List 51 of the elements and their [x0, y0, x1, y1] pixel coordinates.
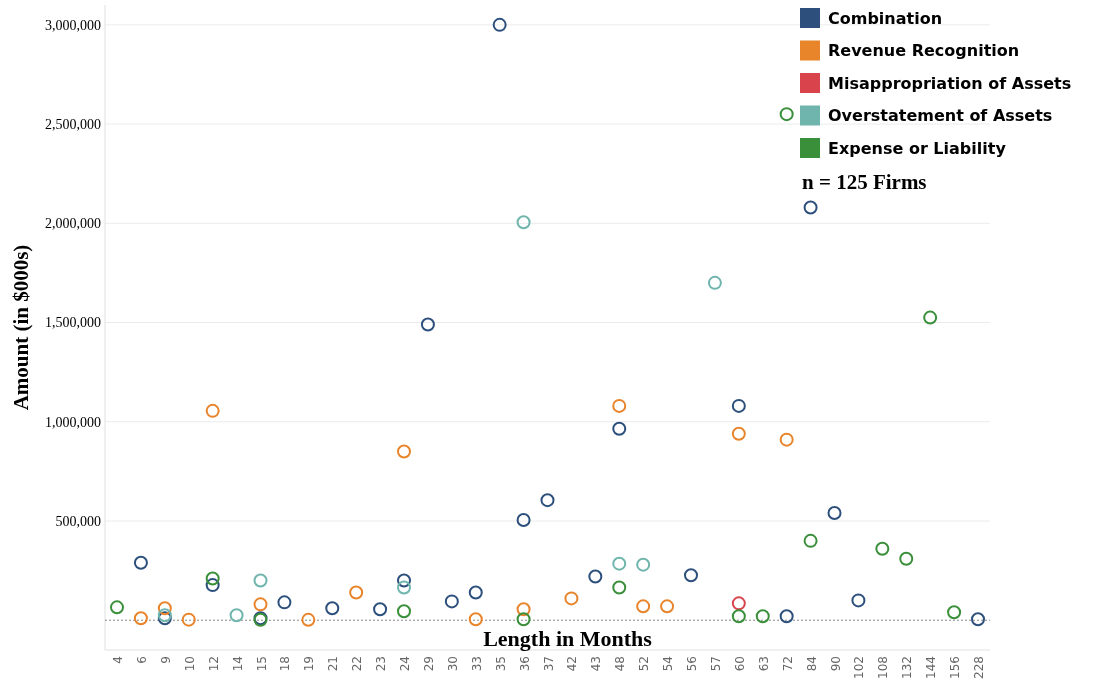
x-tick-label: 144 [924, 656, 939, 679]
x-tick-label: 15 [254, 656, 269, 672]
y-tick-label: 1,000,000 [45, 414, 101, 430]
x-tick-label: 52 [637, 656, 652, 672]
y-tick-label: 3,000,000 [45, 17, 101, 33]
x-tick-label: 228 [972, 656, 986, 679]
x-tick-label: 30 [445, 656, 460, 672]
x-tick-label: 4 [111, 656, 125, 664]
x-tick-label: 24 [398, 656, 412, 672]
x-tick-label: 108 [876, 656, 891, 679]
legend-label: Combination [828, 8, 943, 28]
legend-label: Expense or Liability [828, 138, 1007, 158]
x-tick-label: 22 [350, 656, 365, 672]
x-tick-label: 63 [756, 656, 771, 672]
annotation: n = 125 Firms [802, 169, 927, 194]
x-tick-label: 23 [374, 656, 389, 672]
x-tick-label: 57 [708, 656, 723, 672]
x-tick-label: 56 [685, 656, 699, 672]
y-tick-label: 2,000,000 [45, 216, 101, 232]
x-tick-label: 36 [517, 656, 532, 672]
x-axis-title: Length in Months [483, 626, 653, 651]
x-tick-label: 156 [948, 656, 963, 679]
x-tick-label: 90 [828, 656, 843, 672]
legend-label: Revenue Recognition [828, 41, 1020, 61]
y-tick-label: 1,500,000 [45, 315, 101, 331]
x-tick-label: 132 [900, 656, 915, 679]
x-tick-label: 19 [302, 656, 317, 672]
x-tick-label: 21 [326, 656, 341, 672]
x-tick-label: 43 [589, 656, 604, 672]
x-tick-label: 6 [134, 656, 149, 664]
x-tick-label: 54 [661, 656, 676, 672]
x-tick-label: 18 [278, 656, 293, 672]
x-tick-label: 102 [852, 656, 867, 679]
x-tick-label: 29 [421, 656, 436, 672]
y-axis-title: Amount (in $000s) [9, 244, 33, 411]
x-tick-label: 33 [469, 656, 484, 672]
x-tick-label: 60 [732, 656, 747, 672]
x-tick-label: 42 [565, 656, 580, 672]
y-tick-label: 2,500,000 [45, 116, 101, 132]
x-tick-label: 14 [230, 656, 245, 672]
y-tick-label: 500,000 [55, 513, 101, 529]
x-tick-label: 35 [493, 656, 508, 672]
legend-label: Overstatement of Assets [828, 106, 1053, 126]
x-tick-label: 48 [613, 656, 628, 672]
x-tick-label: 12 [206, 656, 221, 672]
x-tick-label: 10 [182, 656, 197, 672]
legend-label: Misappropriation of Assets [828, 73, 1072, 93]
x-tick-label: 37 [541, 656, 556, 672]
x-tick-label: 9 [158, 656, 173, 664]
x-tick-label: 84 [804, 656, 819, 672]
x-tick-label: 72 [780, 656, 795, 672]
